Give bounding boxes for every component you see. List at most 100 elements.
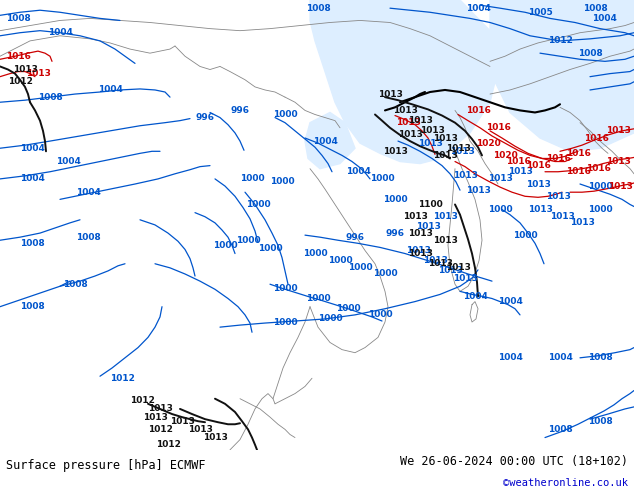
Text: 1013: 1013	[406, 246, 430, 255]
Text: 1012: 1012	[148, 425, 172, 434]
Text: 1013: 1013	[415, 222, 441, 231]
Text: 1008: 1008	[63, 280, 87, 289]
Text: 1013: 1013	[423, 256, 448, 265]
Text: 1008: 1008	[37, 93, 62, 101]
Text: 1012: 1012	[129, 396, 155, 405]
Polygon shape	[305, 113, 355, 169]
Text: 1008: 1008	[75, 233, 100, 242]
Text: 1008: 1008	[6, 14, 30, 23]
Text: 1013: 1013	[526, 179, 550, 189]
Text: 1000: 1000	[318, 315, 342, 323]
Text: 1013: 1013	[508, 167, 533, 176]
Text: 1000: 1000	[240, 174, 264, 183]
Text: 1013: 1013	[202, 433, 228, 442]
Text: 1000: 1000	[269, 177, 294, 187]
Polygon shape	[310, 0, 500, 164]
Text: 1000: 1000	[273, 284, 297, 293]
Text: 1013: 1013	[392, 106, 417, 115]
Text: 1013: 1013	[546, 192, 571, 201]
Text: 1004: 1004	[592, 14, 616, 23]
Text: 1013: 1013	[605, 126, 630, 135]
Text: 1013: 1013	[382, 147, 408, 156]
Text: 1008: 1008	[578, 49, 602, 58]
Text: 1100: 1100	[418, 200, 443, 209]
Polygon shape	[490, 0, 634, 151]
Text: 1013: 1013	[465, 186, 491, 195]
Text: 1004: 1004	[346, 167, 370, 176]
Text: 996: 996	[385, 229, 404, 238]
Text: 1000: 1000	[302, 249, 327, 258]
Text: 1004: 1004	[313, 137, 337, 146]
Text: 1016: 1016	[465, 106, 491, 115]
Text: 1004: 1004	[465, 4, 491, 13]
Text: 1020: 1020	[476, 139, 500, 147]
Text: 1000: 1000	[347, 263, 372, 272]
Text: 996: 996	[231, 106, 250, 115]
Text: Surface pressure [hPa] ECMWF: Surface pressure [hPa] ECMWF	[6, 460, 206, 472]
Text: 1016: 1016	[566, 149, 590, 158]
Text: 1013: 1013	[453, 172, 477, 180]
Text: 1004: 1004	[20, 174, 44, 183]
Text: 1016: 1016	[583, 133, 609, 143]
Text: 1013: 1013	[432, 133, 458, 143]
Text: 1020: 1020	[493, 151, 517, 160]
Text: 1000: 1000	[212, 241, 237, 250]
Text: 1013: 1013	[527, 205, 552, 214]
Text: 1000: 1000	[513, 231, 537, 240]
Text: 1008: 1008	[548, 425, 573, 434]
Text: 1008: 1008	[20, 239, 44, 248]
Text: 1000: 1000	[373, 270, 398, 278]
Text: 1013: 1013	[25, 69, 51, 78]
Text: 1013: 1013	[569, 219, 595, 227]
Text: 1004: 1004	[56, 157, 81, 166]
Text: ©weatheronline.co.uk: ©weatheronline.co.uk	[503, 478, 628, 488]
Text: 1013: 1013	[453, 273, 477, 283]
Text: 1008: 1008	[588, 353, 612, 362]
Text: 1000: 1000	[488, 205, 512, 214]
Text: 1013: 1013	[408, 249, 432, 258]
Text: 1016: 1016	[586, 164, 611, 173]
Text: 1013: 1013	[418, 139, 443, 147]
Text: 1016: 1016	[566, 167, 590, 176]
Text: We 26-06-2024 00:00 UTC (18+102): We 26-06-2024 00:00 UTC (18+102)	[399, 455, 628, 468]
Text: 1013: 1013	[188, 425, 212, 434]
Text: 1013: 1013	[143, 413, 167, 421]
Text: 1013: 1013	[607, 182, 633, 191]
Text: 1004: 1004	[98, 85, 122, 95]
Text: 1013: 1013	[420, 126, 444, 135]
Text: 1000: 1000	[588, 182, 612, 191]
Text: 1008: 1008	[588, 416, 612, 426]
Text: 1013: 1013	[408, 116, 432, 125]
Text: 1000: 1000	[246, 200, 270, 209]
Text: 1000: 1000	[368, 310, 392, 319]
Text: 1013: 1013	[488, 174, 512, 183]
Text: 1013: 1013	[396, 118, 420, 127]
Text: 1000: 1000	[335, 304, 360, 313]
Text: 1000: 1000	[257, 244, 282, 253]
Text: 1013: 1013	[450, 147, 474, 156]
Text: 1008: 1008	[306, 4, 330, 13]
Text: 1004: 1004	[20, 144, 44, 153]
Text: 1000: 1000	[273, 318, 297, 326]
Text: 1013: 1013	[605, 157, 630, 166]
Text: 1004: 1004	[498, 297, 522, 306]
Text: 1016: 1016	[526, 161, 550, 170]
Text: 1013: 1013	[432, 151, 458, 160]
Text: 1013: 1013	[550, 212, 574, 221]
Text: 1013: 1013	[432, 236, 458, 245]
Text: 1004: 1004	[548, 353, 573, 362]
Text: 1016: 1016	[486, 123, 510, 132]
Text: 1004: 1004	[498, 353, 522, 362]
Text: 1016: 1016	[6, 52, 30, 61]
Text: 1013: 1013	[432, 212, 458, 221]
Text: 1008: 1008	[583, 4, 607, 13]
Text: 1013: 1013	[446, 263, 470, 272]
Text: 1013: 1013	[437, 267, 462, 275]
Text: 1008: 1008	[20, 302, 44, 311]
Text: 1000: 1000	[370, 174, 394, 183]
Text: 1013: 1013	[408, 229, 432, 238]
Text: 1013: 1013	[169, 416, 195, 426]
Text: 1000: 1000	[236, 236, 261, 245]
Text: 1004: 1004	[75, 188, 100, 196]
Text: 1013: 1013	[398, 130, 422, 140]
